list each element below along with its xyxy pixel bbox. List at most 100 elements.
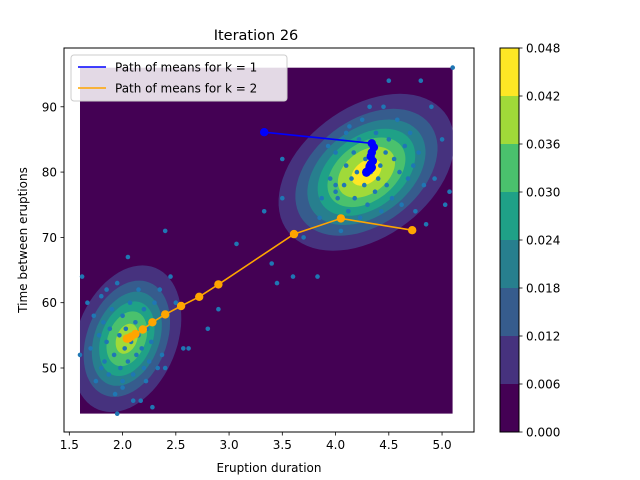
observation-point bbox=[405, 176, 411, 181]
y-tick-label: 90 bbox=[42, 100, 57, 114]
observation-point bbox=[411, 163, 416, 168]
observation-point bbox=[106, 372, 111, 377]
observation-point bbox=[79, 274, 85, 279]
observation-point bbox=[421, 182, 427, 188]
observation-point bbox=[338, 228, 344, 234]
observation-point bbox=[356, 137, 362, 142]
x-tick-label: 1.5 bbox=[60, 438, 79, 452]
mean-path-marker-k2 bbox=[148, 318, 157, 327]
observation-point bbox=[130, 398, 136, 404]
x-tick-label: 3.0 bbox=[220, 438, 239, 452]
observation-point bbox=[91, 313, 97, 319]
observation-point bbox=[186, 346, 191, 351]
observation-point bbox=[343, 130, 349, 136]
mean-path-marker-k2 bbox=[176, 301, 186, 311]
observation-point bbox=[168, 274, 173, 279]
colorbar-tick-label: 0.012 bbox=[526, 330, 560, 344]
observation-point bbox=[274, 280, 280, 286]
observation-point bbox=[290, 274, 296, 279]
mean-paths bbox=[122, 128, 417, 343]
colorbar: 0.000 0.006 0.012 0.018 0.024 0.030 0.036 0.042… bbox=[499, 42, 560, 440]
observation-point bbox=[333, 150, 338, 155]
observation-point bbox=[372, 189, 378, 194]
observation-point bbox=[99, 293, 104, 299]
colorbar-band bbox=[500, 336, 519, 384]
legend-label-k2: Path of means for k = 2 bbox=[115, 82, 257, 96]
observation-point bbox=[216, 306, 221, 312]
legend: Path of means for k = 1 Path of means fo… bbox=[70, 54, 288, 102]
observation-point bbox=[354, 169, 360, 175]
observation-point bbox=[319, 195, 325, 201]
x-tick-label: 2.5 bbox=[166, 438, 185, 452]
colorbar-band bbox=[500, 48, 519, 96]
mean-path-marker-k2 bbox=[138, 325, 147, 334]
observation-point bbox=[136, 287, 141, 292]
observation-point bbox=[373, 130, 379, 136]
observation-point bbox=[325, 143, 331, 149]
y-tick-label: 50 bbox=[42, 362, 57, 376]
observation-point bbox=[120, 313, 125, 319]
colorbar-tick-label: 0.030 bbox=[526, 186, 560, 200]
colorbar-tick-label: 0.018 bbox=[526, 282, 560, 296]
observation-point bbox=[379, 209, 384, 214]
observation-point bbox=[149, 339, 154, 345]
legend-box bbox=[70, 54, 288, 102]
observation-point bbox=[391, 156, 397, 162]
observation-point bbox=[333, 182, 338, 188]
observation-point bbox=[114, 280, 120, 286]
observation-point bbox=[375, 176, 381, 181]
observation-point bbox=[93, 378, 99, 384]
observation-point bbox=[85, 300, 90, 306]
observation-point bbox=[127, 300, 133, 306]
observation-point bbox=[327, 176, 333, 181]
observation-point bbox=[349, 176, 354, 181]
observation-point bbox=[155, 365, 160, 371]
observation-point bbox=[383, 150, 388, 155]
legend-label-k1: Path of means for k = 1 bbox=[115, 61, 257, 75]
mean-path-marker-k2 bbox=[214, 280, 223, 289]
observation-point bbox=[346, 209, 351, 214]
observation-point bbox=[150, 404, 155, 410]
mean-path-marker-k1 bbox=[362, 168, 371, 177]
observation-point bbox=[450, 65, 456, 70]
observation-point bbox=[413, 209, 418, 214]
observation-point bbox=[429, 104, 434, 110]
mean-path-marker-k2 bbox=[161, 310, 170, 319]
observation-point bbox=[138, 398, 143, 404]
mean-path-marker-k2 bbox=[122, 334, 131, 343]
observation-point bbox=[120, 385, 125, 390]
observation-point bbox=[118, 365, 123, 371]
observation-point bbox=[152, 300, 157, 306]
observation-point bbox=[363, 156, 368, 162]
observation-point bbox=[384, 182, 390, 188]
chart-title: Iteration 26 bbox=[214, 28, 299, 44]
colorbar-tick-label: 0.000 bbox=[526, 426, 560, 440]
observation-point bbox=[343, 163, 349, 168]
observation-point bbox=[333, 189, 338, 194]
colorbar-band bbox=[500, 384, 519, 432]
observation-point bbox=[317, 215, 322, 221]
mean-path-marker-k2 bbox=[336, 214, 346, 223]
observation-point bbox=[146, 359, 152, 364]
observation-point bbox=[389, 195, 395, 201]
colorbar-tick-label: 0.006 bbox=[526, 378, 560, 392]
observation-point bbox=[109, 306, 115, 312]
plot-area: 1.5 2.0 2.5 3.0 3.5 4.0 4.5 5.0 50 60 70 80 90 Erup… bbox=[16, 47, 475, 475]
observation-point bbox=[423, 222, 429, 227]
observation-point bbox=[205, 326, 211, 332]
x-axis-label: Eruption duration bbox=[216, 461, 321, 475]
observation-point bbox=[117, 333, 122, 338]
x-tick-label: 3.5 bbox=[273, 438, 292, 452]
observation-point bbox=[395, 117, 400, 123]
observation-point bbox=[397, 169, 402, 175]
mean-path-marker-k1 bbox=[260, 128, 269, 137]
observation-point bbox=[386, 137, 392, 142]
observation-point bbox=[99, 365, 104, 371]
observation-point bbox=[143, 378, 149, 384]
observation-point bbox=[234, 241, 239, 247]
observation-point bbox=[381, 104, 386, 110]
y-tick-label: 70 bbox=[42, 231, 57, 245]
observation-point bbox=[335, 195, 341, 201]
observation-point bbox=[125, 254, 131, 260]
observation-point bbox=[96, 333, 102, 338]
